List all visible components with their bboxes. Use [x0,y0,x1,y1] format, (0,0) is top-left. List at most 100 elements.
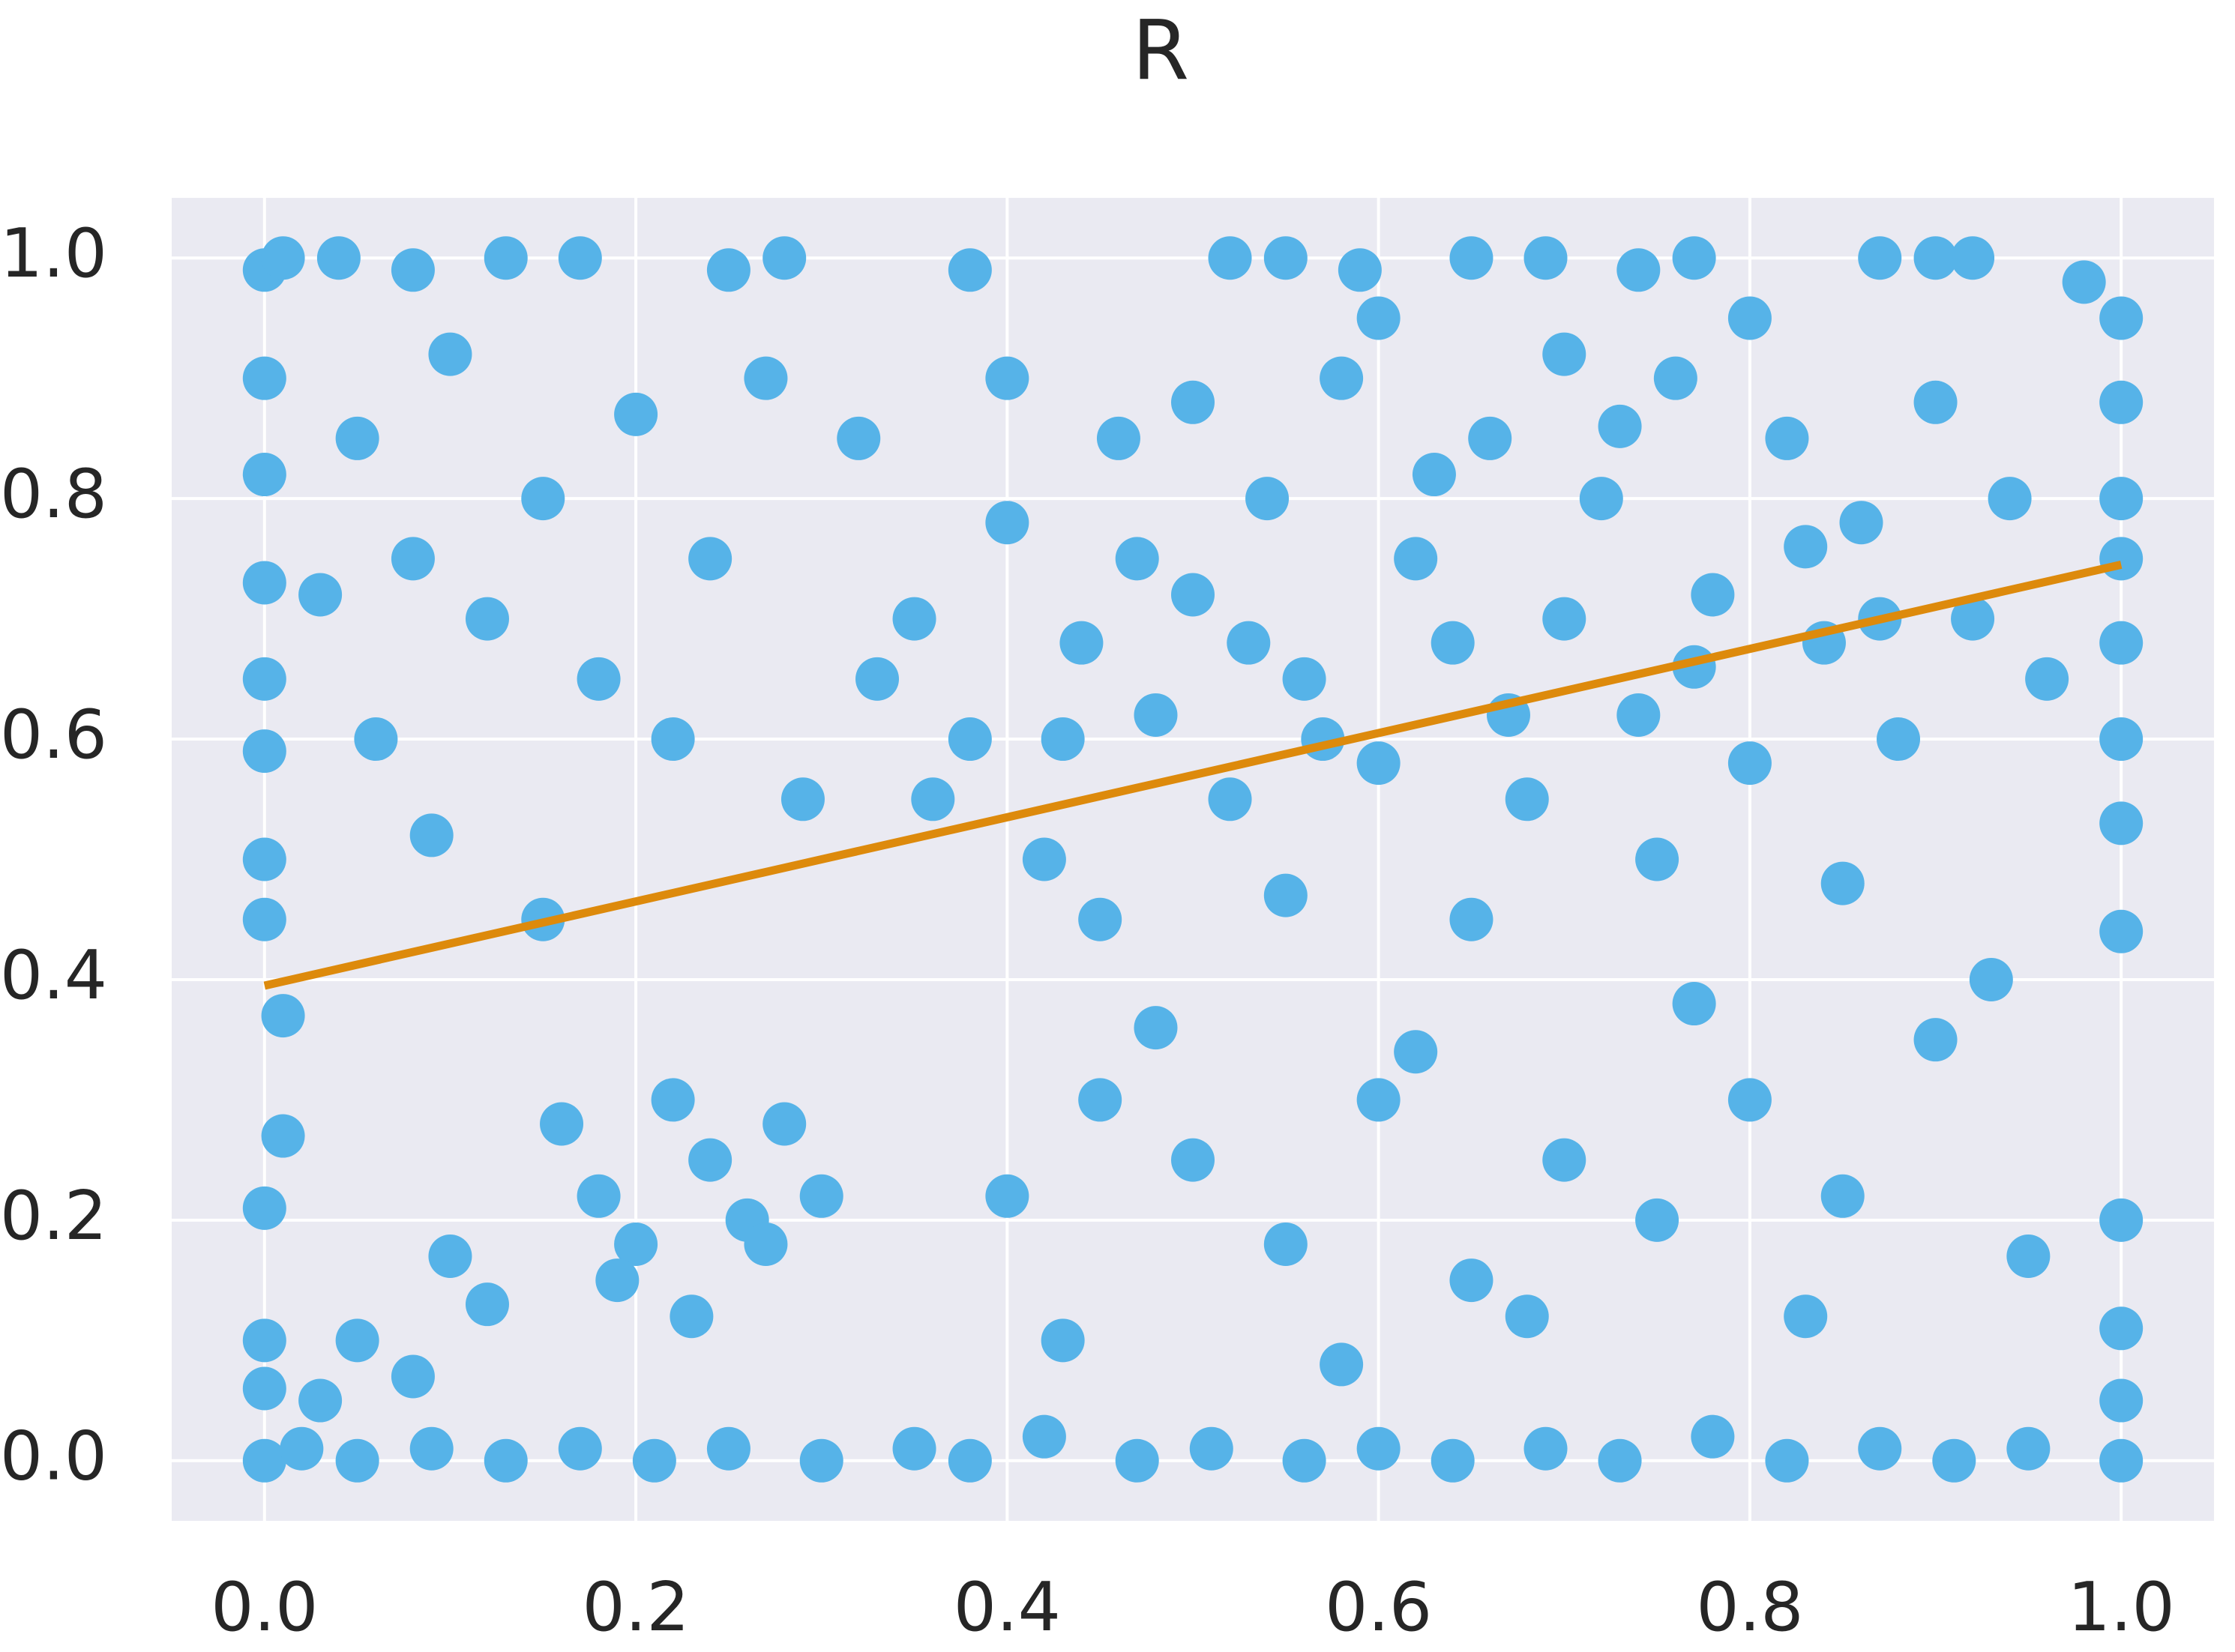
point [1449,897,1493,941]
chart-title: R [1132,2,1189,98]
fit-line [263,561,2123,990]
point [799,1438,843,1483]
point [2099,537,2144,581]
point [614,1222,658,1266]
y-tick-label: 0.0 [0,1417,107,1496]
point [261,1114,305,1158]
point [1041,1318,1085,1363]
y-tick-label: 0.2 [0,1177,107,1255]
point [354,717,398,762]
point [1653,356,1697,400]
point [892,1426,936,1471]
point [2099,1198,2144,1242]
point [1542,1138,1586,1182]
point [1394,1030,1438,1074]
point [1356,1078,1401,1122]
point [1356,741,1401,786]
x-tick-label: 1.0 [2068,1568,2175,1647]
point [706,248,750,292]
point [595,1258,640,1303]
point [577,657,621,701]
point [1468,416,1512,460]
point [762,236,807,280]
point [2006,1426,2051,1471]
point [2099,296,2144,340]
point [985,501,1029,545]
point [1078,1078,1122,1122]
point [911,777,955,822]
point [1171,573,1215,617]
point [465,597,509,641]
point [670,1294,714,1339]
point [1913,236,1958,280]
point [1765,416,1809,460]
point [1134,1006,1178,1050]
point [242,1318,286,1363]
point [1635,1198,1679,1242]
point [1691,573,1735,617]
point [1913,1018,1958,1062]
point [744,1222,788,1266]
point [521,477,565,521]
point [1171,380,1215,424]
x-tick-label: 0.2 [583,1568,690,1647]
point [1969,957,2013,1001]
point [1858,236,1902,280]
point [1765,1438,1809,1483]
point [2099,380,2144,424]
point [799,1174,843,1218]
point [651,1078,695,1122]
point [1932,1438,1976,1483]
point [280,1426,324,1471]
point [614,392,658,436]
point [706,1426,750,1471]
point [1727,1078,1772,1122]
point [948,1438,992,1483]
point [558,1426,602,1471]
point [1877,717,1921,762]
point [2099,801,2144,845]
point [242,453,286,497]
point [2099,621,2144,665]
point [316,236,361,280]
point [1134,693,1178,737]
point [2099,1438,2144,1483]
point [465,1282,509,1327]
point [985,356,1029,400]
x-tick-label: 0.8 [1696,1568,1803,1647]
point [1579,477,1623,521]
point [298,573,343,617]
point [242,1438,286,1483]
point [1431,621,1475,665]
point [1431,1438,1475,1483]
point [484,236,528,280]
point [1394,537,1438,581]
point [1505,1294,1549,1339]
point [1320,356,1364,400]
point [1505,777,1549,822]
point [1542,332,1586,376]
point [242,729,286,774]
point [985,1174,1029,1218]
point [335,416,379,460]
point [1820,1174,1865,1218]
point [744,356,788,400]
point [1913,380,1958,424]
point [391,248,435,292]
point [1041,717,1085,762]
point [1820,861,1865,905]
point [1672,236,1716,280]
point [1691,1414,1735,1459]
point [1022,1414,1066,1459]
point [1245,477,1290,521]
point [540,1102,584,1146]
point [762,1102,807,1146]
point [1672,982,1716,1026]
point [855,657,900,701]
point [1171,1138,1215,1182]
point [1988,477,2032,521]
point [261,994,305,1038]
point [1635,837,1679,881]
point [1951,597,1995,641]
